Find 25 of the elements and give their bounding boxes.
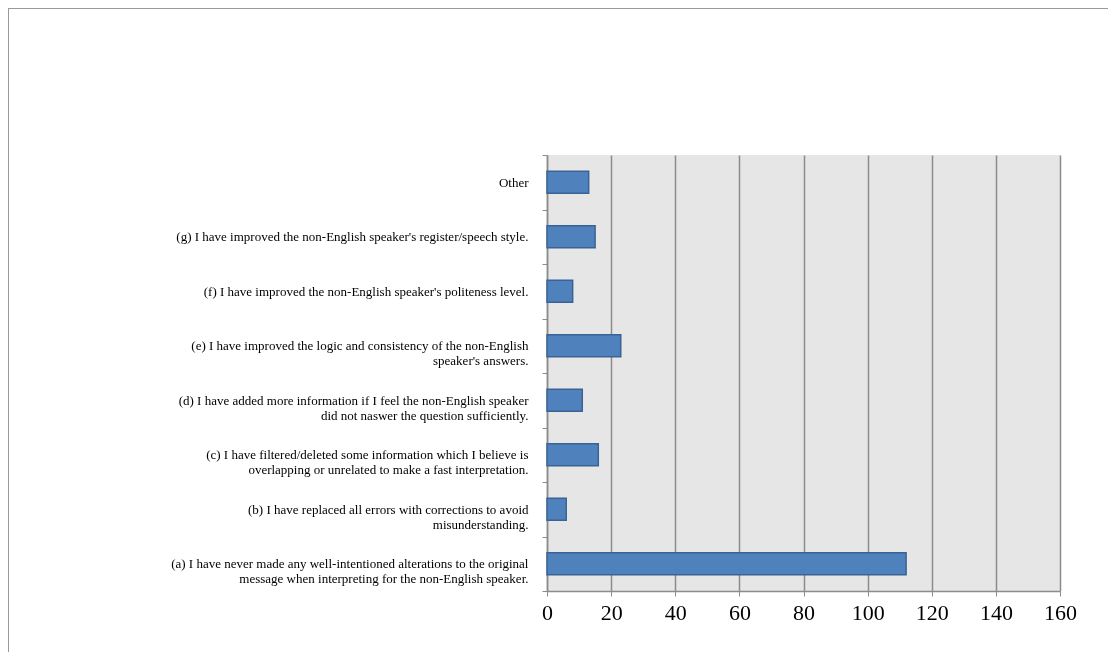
bar bbox=[546, 443, 600, 467]
y-tick-label: (d) I have added more information if I feel the non-English speaker did not naswer the question sufficiently. bbox=[178, 392, 530, 423]
y-tick-label: (b) I have replaced all errors with corrections to avoid misunderstanding. bbox=[248, 501, 529, 532]
y-tick-label: (a) I have never made any well-intentioned alterations to the original message when interpreting for the non-English speaker. bbox=[171, 556, 529, 587]
y-tick-label: Other bbox=[498, 174, 530, 190]
x-tick-label: 80 bbox=[793, 599, 815, 625]
y-tick-label: (f) I have improved the non-English speaker's politeness level. bbox=[203, 283, 529, 299]
x-tick-label: 140 bbox=[979, 599, 1013, 625]
x-tick-label: 60 bbox=[728, 599, 751, 625]
x-tick-label: 20 bbox=[600, 599, 623, 625]
bar bbox=[546, 279, 574, 303]
bar bbox=[546, 552, 907, 576]
bar bbox=[546, 170, 590, 194]
x-tick-label: 0 bbox=[542, 599, 553, 625]
y-tick-label: (g) I have improved the non-English speaker's register/speech style. bbox=[176, 229, 529, 245]
x-tick-label: 120 bbox=[915, 599, 949, 625]
x-tick-label: 100 bbox=[851, 599, 885, 625]
bar bbox=[546, 388, 584, 412]
bar bbox=[546, 497, 567, 521]
y-tick-label: (e) I have improved the logic and consistency of the non-English speaker's answers. bbox=[191, 338, 529, 369]
x-tick-label: 40 bbox=[664, 599, 687, 625]
bar bbox=[546, 225, 596, 249]
x-tick-label: 160 bbox=[1044, 599, 1077, 625]
y-tick-label: (c) I have filtered/deleted some information which I believe is overlapping or unrelated to make a fast interpretation. bbox=[206, 447, 529, 478]
bar bbox=[546, 334, 622, 358]
